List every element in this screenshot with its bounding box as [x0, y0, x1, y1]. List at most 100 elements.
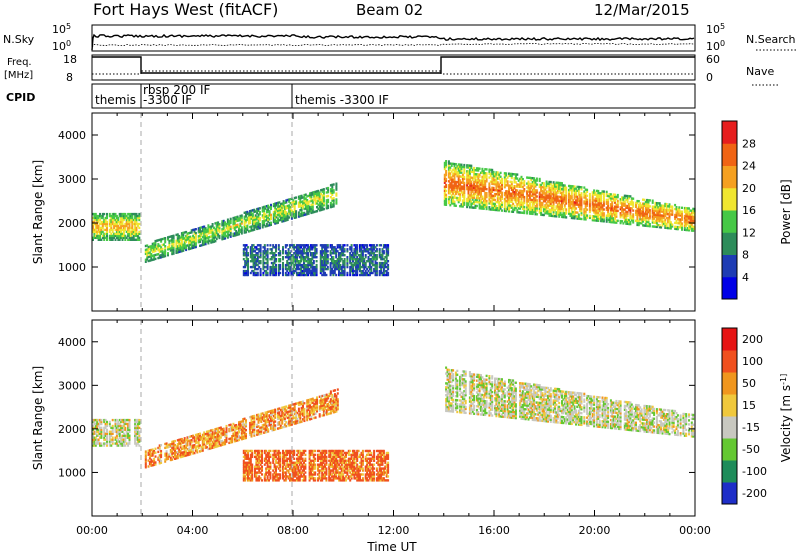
power-echo-cell: [364, 271, 367, 275]
power-echo-cell: [303, 250, 305, 253]
power-echo-cell: [279, 214, 282, 218]
power-echo-cell: [284, 267, 287, 271]
power-echo-cell: [534, 205, 537, 208]
power-echo-cell: [303, 195, 306, 199]
power-echo-cell: [382, 263, 385, 267]
power-echo-cell: [623, 202, 626, 205]
power-echo-cell: [290, 254, 293, 257]
power-echo-cell: [509, 204, 512, 207]
power-echo-cell: [286, 244, 289, 247]
power-echo-cell: [527, 176, 530, 179]
power-echo-cell: [135, 226, 138, 230]
power-echo-cell: [110, 234, 113, 238]
power-echo-cell: [643, 218, 646, 221]
power-echo-cell: [193, 236, 196, 239]
power-echo-cell: [246, 216, 249, 220]
power-echo-cell: [314, 192, 317, 195]
power-echo-cell: [669, 227, 672, 230]
power-echo-cell: [660, 226, 663, 229]
power-echo-cell: [471, 170, 474, 174]
power-echo-cell: [146, 254, 149, 257]
power-echo-cell: [115, 222, 118, 226]
power-echo-cell: [361, 256, 364, 259]
power-echo-cell: [197, 235, 200, 238]
power-echo-cell: [385, 244, 388, 247]
power-echo-cell: [236, 217, 239, 220]
power-echo-cell: [99, 238, 101, 241]
power-echo-cell: [128, 218, 131, 222]
power-echo-cell: [106, 236, 108, 239]
power-echo-cell: [598, 205, 601, 209]
power-echo-cell: [600, 206, 603, 209]
power-echo-cell: [294, 263, 297, 267]
power-echo-cell: [632, 209, 635, 212]
vel-echo-cell: [144, 450, 147, 453]
power-echo-cell: [172, 250, 175, 253]
power-echo-cell: [447, 197, 450, 201]
power-echo-cell: [505, 192, 508, 195]
power-colorbar-swatch-7: [722, 121, 737, 144]
power-echo-cell: [346, 248, 349, 251]
vel-echo-cell: [99, 432, 101, 435]
power-echo-cell: [97, 220, 100, 224]
power-echo-cell: [572, 189, 575, 192]
power-echo-cell: [275, 254, 277, 257]
power-echo-cell: [544, 194, 547, 197]
power-echo-cell: [214, 222, 217, 225]
power-echo-cell: [318, 205, 321, 208]
power-echo-cell: [92, 228, 94, 232]
power-echo-cell: [282, 202, 285, 205]
power-echo-cell: [494, 208, 496, 212]
power-echo-cell: [106, 226, 108, 230]
power-echo-cell: [373, 246, 376, 249]
power-echo-cell: [314, 210, 317, 213]
power-echo-cell: [235, 226, 238, 229]
power-echo-cell: [509, 184, 512, 187]
power-echo-cell: [538, 209, 541, 212]
power-echo-cell: [555, 207, 558, 210]
power-echo-cell: [222, 225, 225, 229]
power-echo-cell: [552, 199, 555, 202]
power-echo-cell: [224, 233, 227, 236]
power-echo-cell: [668, 225, 671, 228]
power-echo-cell: [240, 218, 243, 221]
power-echo-cell: [499, 203, 502, 206]
power-echo-cell: [211, 229, 214, 232]
power-echo-cell: [226, 232, 229, 235]
power-echo-cell: [548, 196, 551, 199]
vel-echo-cell: [127, 426, 130, 430]
power-echo-cell: [239, 218, 242, 222]
power-echo-cell: [463, 187, 466, 191]
power-echo-cell: [332, 263, 335, 267]
power-echo-cell: [287, 248, 290, 251]
vel-echo-cell: [138, 426, 141, 430]
power-echo-cell: [475, 167, 478, 170]
vel-echo-cell: [148, 461, 151, 464]
power-echo-cell: [662, 216, 665, 219]
power-echo-cell: [482, 207, 485, 210]
power-echo-cell: [544, 196, 547, 199]
power-echo-cell: [664, 218, 667, 222]
power-echo-cell: [540, 183, 543, 187]
power-echo-cell: [572, 213, 575, 216]
power-echo-cell: [625, 220, 628, 223]
power-echo-cell: [378, 250, 381, 253]
power-echo-cell: [289, 265, 291, 269]
power-echo-cell: [250, 227, 253, 230]
vel-echo-cell: [134, 442, 137, 445]
power-echo-cell: [249, 225, 252, 229]
vel-echo-cell: [96, 442, 99, 445]
vel-echo-cell: [100, 426, 103, 430]
power-echo-cell: [263, 269, 266, 273]
power-echo-cell: [128, 234, 131, 238]
power-echo-cell: [447, 168, 450, 171]
power-echo-cell: [125, 218, 128, 222]
power-echo-cell: [301, 250, 304, 253]
power-echo-cell: [452, 200, 455, 203]
power-echo-cell: [261, 226, 264, 229]
power-echo-cell: [287, 261, 290, 265]
power-echo-cell: [637, 219, 640, 223]
power-echo-cell: [150, 259, 153, 262]
power-echo-cell: [325, 258, 328, 261]
power-echo-cell: [338, 244, 340, 247]
